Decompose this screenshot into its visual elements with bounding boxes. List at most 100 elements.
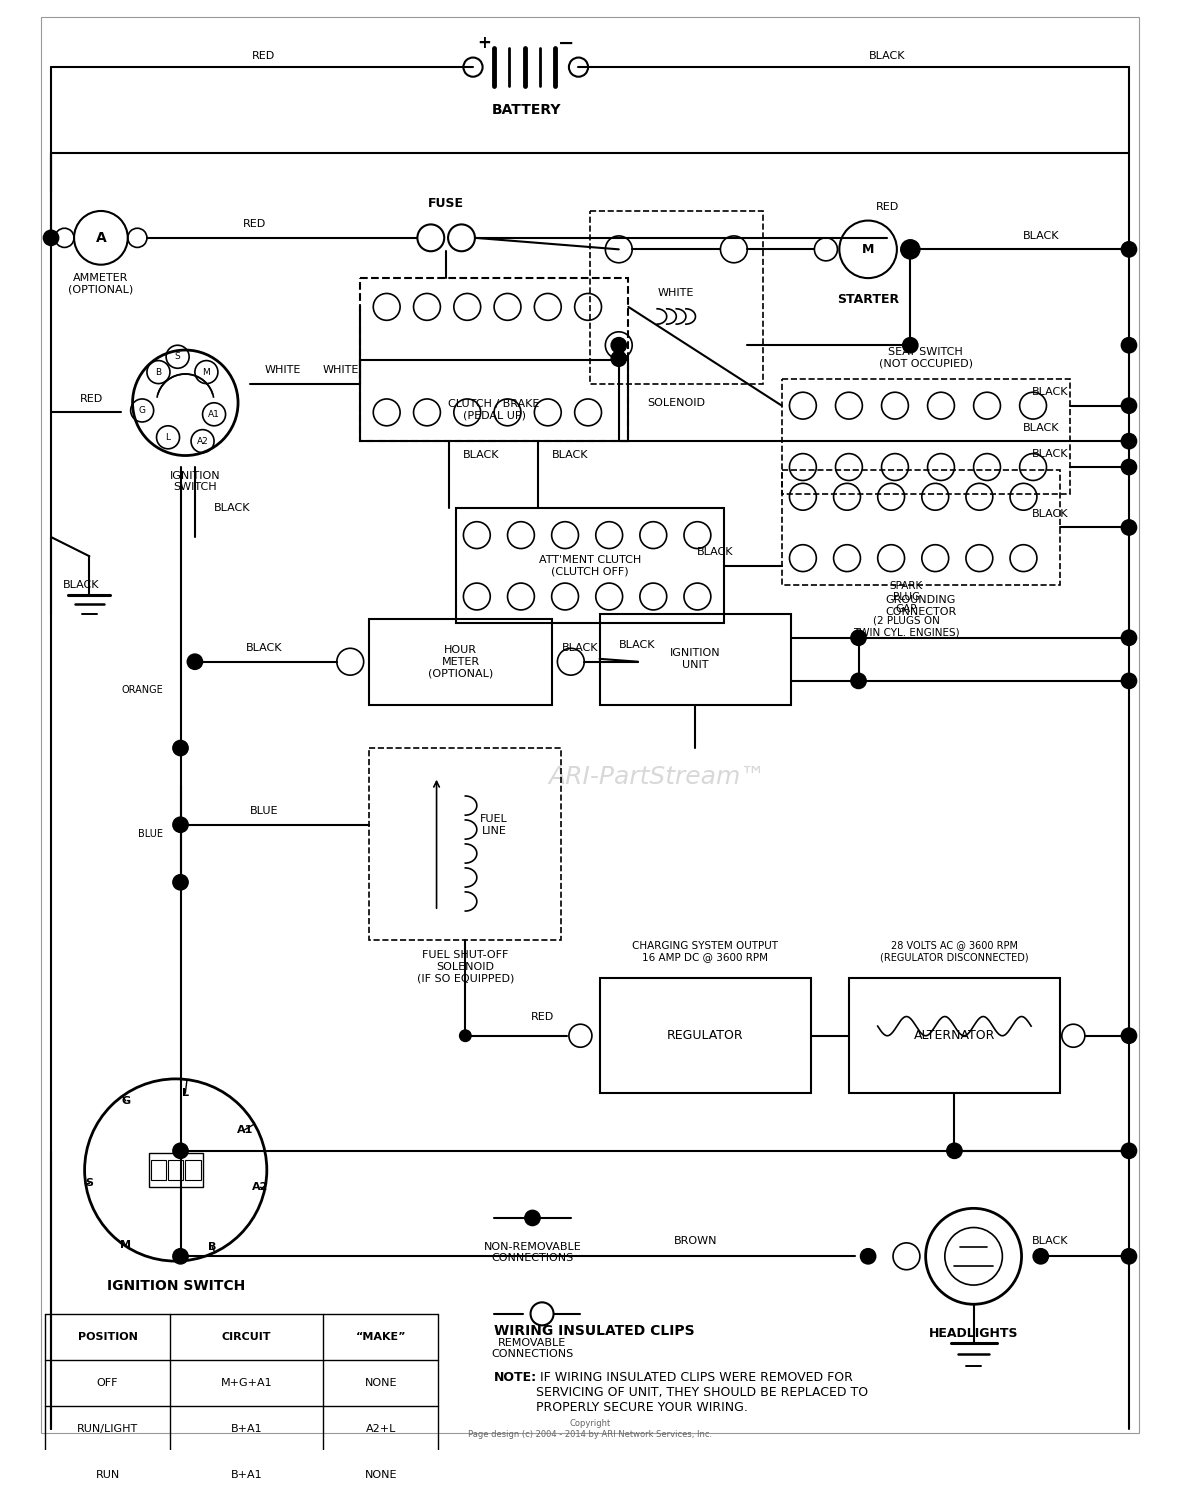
Text: 28 VOLTS AC @ 3600 RPM
(REGULATOR DISCONNECTED): 28 VOLTS AC @ 3600 RPM (REGULATOR DISCON… [880,940,1029,962]
Text: ALTERNATOR: ALTERNATOR [913,1030,995,1042]
Text: A2: A2 [197,437,209,446]
Text: S: S [175,352,181,361]
Text: SOLENOID: SOLENOID [648,398,706,408]
Text: WHITE: WHITE [658,289,695,298]
Text: NONE: NONE [365,1470,398,1480]
Text: WIRING INSULATED CLIPS: WIRING INSULATED CLIPS [494,1325,695,1338]
Circle shape [946,1143,962,1158]
Text: −: − [558,33,575,53]
Circle shape [1121,1143,1136,1158]
Text: RUN: RUN [96,1470,119,1480]
Text: STARTER: STARTER [837,293,899,305]
Circle shape [860,1249,876,1264]
Text: A1: A1 [208,410,219,419]
Text: M: M [203,367,210,376]
Text: ORANGE: ORANGE [122,685,163,696]
Text: RED: RED [253,50,276,60]
Text: BLACK: BLACK [551,449,588,460]
Text: BLACK: BLACK [696,547,733,558]
Bar [360,278,629,442]
Text: BLUE: BLUE [138,830,163,839]
Circle shape [172,1249,188,1264]
Text: BROWN: BROWN [674,1235,717,1246]
Circle shape [172,741,188,756]
Text: BLACK: BLACK [463,449,499,460]
Text: REMOVABLE
CONNECTIONS: REMOVABLE CONNECTIONS [491,1338,573,1359]
Circle shape [851,673,866,688]
Text: OFF: OFF [97,1377,118,1388]
Bar [782,380,1069,494]
Text: HOUR
METER
(OPTIONAL): HOUR METER (OPTIONAL) [428,646,493,679]
Circle shape [1121,398,1136,413]
Text: BLACK: BLACK [245,643,282,653]
Text: A1: A1 [236,1125,253,1134]
Text: RED: RED [531,1012,553,1022]
Text: AMMETER
(OPTIONAL): AMMETER (OPTIONAL) [68,274,133,295]
Text: BLACK: BLACK [1023,423,1058,432]
Text: BLACK: BLACK [1032,387,1069,398]
Text: CHARGING SYSTEM OUTPUT
16 AMP DC @ 3600 RPM: CHARGING SYSTEM OUTPUT 16 AMP DC @ 3600 … [632,940,778,962]
Circle shape [1121,460,1136,475]
Text: BATTERY: BATTERY [492,103,562,118]
Text: L: L [165,432,171,442]
Text: BLACK: BLACK [214,503,250,513]
Text: L: L [182,1089,189,1098]
Circle shape [851,631,866,646]
Bar [590,212,762,384]
Text: IGNITION
SWITCH: IGNITION SWITCH [170,470,221,493]
Text: BLACK: BLACK [1032,510,1069,519]
Text: BLUE: BLUE [250,806,278,816]
Circle shape [1121,1249,1136,1264]
Circle shape [1121,520,1136,535]
Text: NONE: NONE [365,1377,398,1388]
Text: IGNITION
UNIT: IGNITION UNIT [670,649,721,670]
Bar [168,1160,183,1179]
Bar [185,1160,201,1179]
Text: FUSE: FUSE [428,197,464,210]
Text: ARI-PartStream™: ARI-PartStream™ [549,765,766,789]
Text: HEADLIGHTS: HEADLIGHTS [929,1326,1018,1340]
Circle shape [611,351,627,366]
Bar [369,618,551,705]
Circle shape [1121,337,1136,352]
Circle shape [172,1143,188,1158]
Text: B: B [208,1241,216,1252]
Text: GROUNDING
CONNECTOR: GROUNDING CONNECTOR [885,596,957,617]
Circle shape [1121,673,1136,688]
Text: BLACK: BLACK [1032,1235,1069,1246]
Text: BLACK: BLACK [1032,449,1069,458]
Text: Copyright
Page design (c) 2004 - 2014 by ARI Network Services, Inc.: Copyright Page design (c) 2004 - 2014 by… [468,1420,712,1438]
Text: RUN/LIGHT: RUN/LIGHT [77,1424,138,1433]
Text: WHITE: WHITE [266,366,301,375]
Text: A: A [96,231,106,245]
Text: CIRCUIT: CIRCUIT [222,1332,271,1341]
Text: A2: A2 [251,1182,268,1193]
Text: BLACK: BLACK [63,581,99,590]
Circle shape [1121,631,1136,646]
Text: BLACK: BLACK [868,50,905,60]
Text: M: M [120,1240,131,1250]
Bar [599,614,792,705]
Circle shape [900,240,920,259]
Circle shape [525,1210,540,1226]
Bar [782,470,1060,585]
Bar [455,508,725,623]
Circle shape [611,337,627,352]
Bar [848,978,1060,1093]
Text: CLUTCH / BRAKE
(PEDAL UP): CLUTCH / BRAKE (PEDAL UP) [448,399,539,420]
Text: FUEL SHUT-OFF
SOLENOID
(IF SO EQUIPPED): FUEL SHUT-OFF SOLENOID (IF SO EQUIPPED) [417,950,514,983]
Text: M+G+A1: M+G+A1 [221,1377,273,1388]
Text: M: M [861,243,874,256]
Bar [369,748,562,940]
Text: G: G [122,1096,131,1105]
Text: BLACK: BLACK [618,641,655,650]
Text: RED: RED [243,219,266,230]
Bar [599,978,811,1093]
Text: NOTE:: NOTE: [494,1371,537,1385]
Circle shape [172,816,188,833]
Text: B+A1: B+A1 [231,1424,262,1433]
Circle shape [903,337,918,352]
Circle shape [1032,1249,1048,1264]
Text: G: G [138,405,145,414]
Text: A2+L: A2+L [366,1424,396,1433]
